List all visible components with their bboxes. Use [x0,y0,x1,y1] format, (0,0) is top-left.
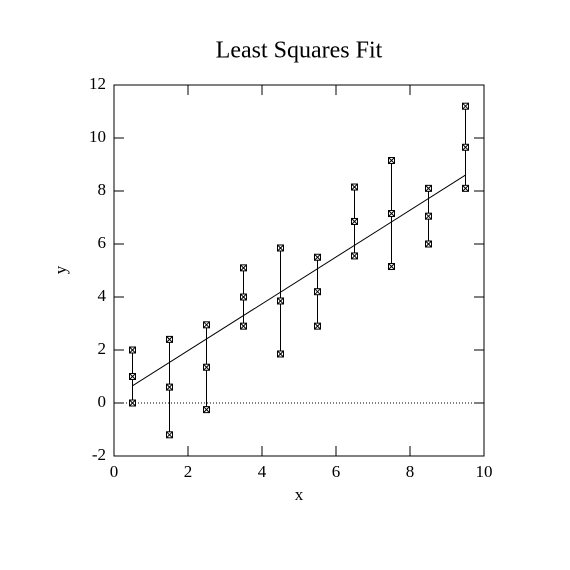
marker [277,244,284,252]
y-tick-label: -2 [92,445,106,464]
y-tick-label: 4 [98,286,107,305]
plot-frame [113,84,485,457]
marker [462,184,469,192]
marker-part [129,346,136,354]
marker-part [425,212,432,220]
marker [203,321,210,329]
marker-part [203,321,210,329]
marker-part [462,184,469,192]
marker [129,346,136,354]
marker [388,157,395,165]
x-tick-label: 0 [110,462,119,481]
marker [166,383,173,391]
marker [240,322,247,330]
y-tick-label: 8 [98,180,107,199]
x-tick-label: 10 [476,462,493,481]
y-tick-label: 2 [98,339,107,358]
x-axis-label: x [295,485,304,504]
marker-part [425,184,432,192]
marker [166,335,173,343]
marker [240,264,247,272]
marker-part [203,406,210,413]
marker [425,212,432,220]
marker [425,240,432,248]
marker-part [351,218,358,225]
marker [351,252,358,260]
x-tick-label: 2 [184,462,193,481]
marker-part [129,373,136,380]
marker-part [314,253,321,261]
marker [129,373,136,380]
marker [166,431,173,439]
marker-part [351,183,358,191]
marker [314,253,321,261]
x-tick-label: 8 [406,462,415,481]
marker-part [166,383,173,391]
marker-part [462,143,469,151]
y-tick-label: 12 [89,74,106,93]
y-tick-label: 10 [89,127,106,146]
marker [314,322,321,330]
marker-part [203,363,210,371]
marker-part [388,263,395,270]
y-axis-label: y [51,265,70,274]
marker-part [129,399,136,407]
marker-part [240,264,247,272]
y-tick-label: 6 [98,233,107,252]
marker-part [240,322,247,330]
marker-part [314,322,321,330]
marker-part [462,102,469,110]
marker [425,184,432,192]
marker-part [277,350,284,358]
x-tick-label: 6 [332,462,341,481]
marker-part [240,293,247,301]
marker-part [425,240,432,248]
marker-part [166,336,173,343]
x-tick-label: 4 [258,462,267,481]
marker [351,183,358,191]
marker [240,293,247,301]
marker-part [388,157,395,164]
marker-part [314,288,321,296]
marker [203,406,210,414]
marker-part [277,297,284,305]
marker-part [277,244,284,252]
marker [351,217,358,225]
marker [203,363,210,371]
marker-part [388,210,395,217]
marker [462,102,469,110]
fit-line [132,174,466,387]
marker-part [166,431,173,439]
marker [388,263,395,271]
marker [277,297,284,305]
marker-part [351,252,358,260]
marker [462,143,469,151]
y-tick-label: 0 [98,392,107,411]
marker [277,350,284,358]
marker [314,288,321,296]
marker [388,210,395,218]
marker [129,399,136,407]
chart-title: Least Squares Fit [216,38,383,64]
